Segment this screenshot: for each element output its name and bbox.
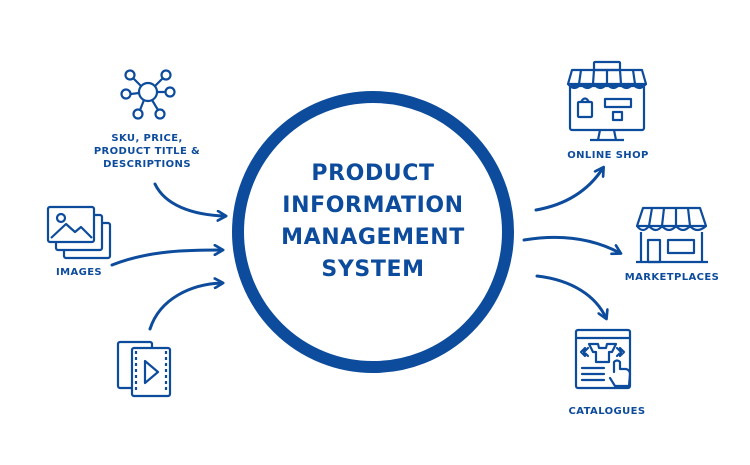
label-images: IMAGES <box>55 267 103 278</box>
video-file-icon <box>116 340 172 398</box>
arrow-sku <box>153 182 225 216</box>
image-stack-icon <box>46 205 112 260</box>
arrow-online-shop <box>534 168 603 212</box>
center-title-line: MANAGEMENT <box>281 225 465 250</box>
arrow-catalogues <box>535 274 606 318</box>
label-online-shop: ONLINE SHOP <box>567 150 649 161</box>
catalogue-icon <box>574 328 632 390</box>
network-nodes-icon <box>120 69 176 120</box>
label-catalogues: CATALOGUES <box>568 406 646 417</box>
online-shop-icon <box>566 60 648 142</box>
storefront-icon <box>635 206 708 264</box>
center-title: PRODUCT INFORMATION MANAGEMENT SYSTEM <box>238 158 508 286</box>
arrow-video <box>148 283 222 331</box>
pim-circle <box>232 91 514 373</box>
label-marketplaces: MARKETPLACES <box>624 272 720 283</box>
label-sku-price: SKU, PRICE, PRODUCT TITLE & DESCRIPTIONS <box>93 133 201 170</box>
center-title-line: PRODUCT <box>311 161 435 186</box>
center-title-line: SYSTEM <box>321 257 425 282</box>
arrow-marketplaces <box>522 235 620 253</box>
arrow-images <box>110 250 222 267</box>
center-title-line: INFORMATION <box>282 193 464 218</box>
